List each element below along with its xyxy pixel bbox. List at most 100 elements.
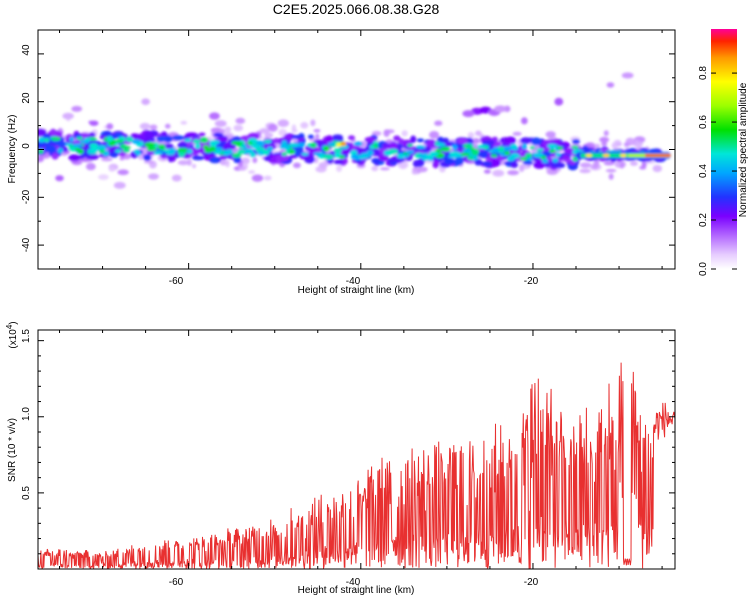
spectrogram-blobs xyxy=(38,72,671,189)
spectrogram-cell xyxy=(606,82,615,88)
snr-scale-exponent: 4 xyxy=(5,324,14,329)
spectrogram-cell xyxy=(115,149,122,153)
spectrogram-cell xyxy=(246,141,253,145)
spectrogram-cell xyxy=(135,151,141,156)
spectrogram-cell xyxy=(396,153,405,159)
snr-ytick-label: 1.0 xyxy=(21,407,32,421)
spectrogram-cell xyxy=(209,112,220,120)
spectrogram-ytick-label: -40 xyxy=(21,237,32,252)
colorbar-ticks xyxy=(711,72,737,270)
spectrogram-cell xyxy=(522,160,533,165)
spectrogram-cell xyxy=(88,132,96,138)
spectrogram-cell xyxy=(452,144,458,151)
spectrogram-cell xyxy=(416,138,425,143)
spectrogram-cell xyxy=(68,154,81,161)
spectrogram-cell xyxy=(51,152,59,160)
colorbar-tick-label: 0.8 xyxy=(698,66,709,80)
spectrogram-cell xyxy=(410,135,417,144)
spectrogram-cell xyxy=(545,131,556,138)
snr-ticks xyxy=(38,330,675,569)
spectrogram-cell xyxy=(624,145,630,149)
snr-ylabel: SNR (10 * v/v) xyxy=(7,418,18,482)
spectrogram-cell xyxy=(263,139,272,144)
spectrogram-cell xyxy=(38,128,47,136)
spectrogram-cell xyxy=(371,157,381,164)
spectrogram-cell xyxy=(310,142,317,149)
spectrogram-cell xyxy=(530,137,542,146)
spectrogram-hotspot xyxy=(504,151,511,156)
spectrogram-cell xyxy=(440,146,451,152)
snr-ytick-label: 0.5 xyxy=(21,486,32,500)
snr-ytick-label: 1.5 xyxy=(21,329,32,343)
spectrogram-cell xyxy=(184,138,192,143)
spectrogram-cell xyxy=(592,160,600,169)
spectrogram-cell xyxy=(163,135,173,143)
spectrogram-cell xyxy=(333,148,343,153)
spectrogram-cell xyxy=(373,141,379,145)
spectrogram-xtick-label: -20 xyxy=(524,276,539,287)
spectrogram-cell xyxy=(185,132,198,137)
spectrogram-xtick-label: -60 xyxy=(169,276,184,287)
spectrogram-cell xyxy=(268,123,278,132)
spectrogram-cell xyxy=(526,157,534,161)
spectrogram-cell xyxy=(652,164,663,173)
spectrogram-cell xyxy=(507,155,515,162)
spectrogram-cell xyxy=(462,144,473,148)
spectrogram-cell xyxy=(139,122,151,130)
spectrogram-cell xyxy=(164,123,171,129)
spectrogram-cell xyxy=(106,135,113,142)
spectrogram-cell xyxy=(327,142,335,146)
spectrogram-panel: -60 -40 -20 Height of straight line (km)… xyxy=(7,29,676,296)
spectrogram-cell xyxy=(456,138,468,145)
snr-frame xyxy=(37,329,676,570)
spectrogram-cell xyxy=(231,140,242,145)
spectrogram-cell xyxy=(310,119,316,127)
spectrogram-cell xyxy=(494,105,507,113)
spectrogram-cell xyxy=(143,131,155,140)
spectrogram-cell xyxy=(38,136,45,143)
spectrogram-cell xyxy=(460,152,471,156)
spectrogram-cell xyxy=(186,148,193,154)
spectrogram-cell xyxy=(57,147,64,154)
spectrogram-cell xyxy=(521,143,527,150)
spectrogram-cell xyxy=(291,124,297,132)
spectrogram-cell xyxy=(555,152,561,157)
spectrogram-cell xyxy=(599,136,610,143)
snr-xlabel: Height of straight line (km) xyxy=(298,585,415,596)
spectrogram-cell xyxy=(633,139,639,145)
spectrogram-cell xyxy=(478,150,490,159)
spectrogram-cell xyxy=(411,170,418,175)
spectrogram-cell xyxy=(146,146,155,152)
spectrogram-cell xyxy=(563,148,575,154)
spectrogram-cell xyxy=(492,169,505,177)
snr-xtick-label: -60 xyxy=(169,577,184,588)
spectrogram-cell xyxy=(364,136,376,143)
spectrogram-cell xyxy=(603,160,615,166)
spectrogram-cell xyxy=(300,121,309,129)
spectrogram-cell xyxy=(562,154,570,160)
spectrogram-cell xyxy=(483,169,491,174)
spectrogram-cell xyxy=(72,143,83,148)
spectrogram-cell xyxy=(475,130,482,136)
spectrogram-cell xyxy=(639,165,647,170)
spectrogram-cell xyxy=(490,153,498,158)
spectrogram-cell xyxy=(291,134,304,140)
spectrogram-cell xyxy=(200,137,209,143)
spectrogram-cell xyxy=(322,154,334,160)
spectrogram-cell xyxy=(519,164,525,172)
spectrogram-cell xyxy=(536,148,544,152)
spectrogram-cell xyxy=(554,97,564,106)
spectrogram-cell xyxy=(371,130,382,137)
spectrogram-cell xyxy=(601,141,608,147)
spectrogram-cell xyxy=(231,136,242,143)
spectrogram-hotspot xyxy=(288,149,295,154)
spectrogram-cell xyxy=(79,139,90,144)
spectrogram-cell xyxy=(237,149,246,155)
colorbar: 0.0 0.2 0.4 0.6 0.8 Normalized spectral … xyxy=(698,29,749,276)
spectrogram-cell xyxy=(65,142,74,146)
spectrogram-cell xyxy=(313,156,319,164)
spectrogram-hotspot xyxy=(620,153,627,158)
spectrogram-cell xyxy=(249,152,256,158)
spectrogram-cell xyxy=(510,161,519,168)
spectrogram-cell xyxy=(547,143,557,149)
